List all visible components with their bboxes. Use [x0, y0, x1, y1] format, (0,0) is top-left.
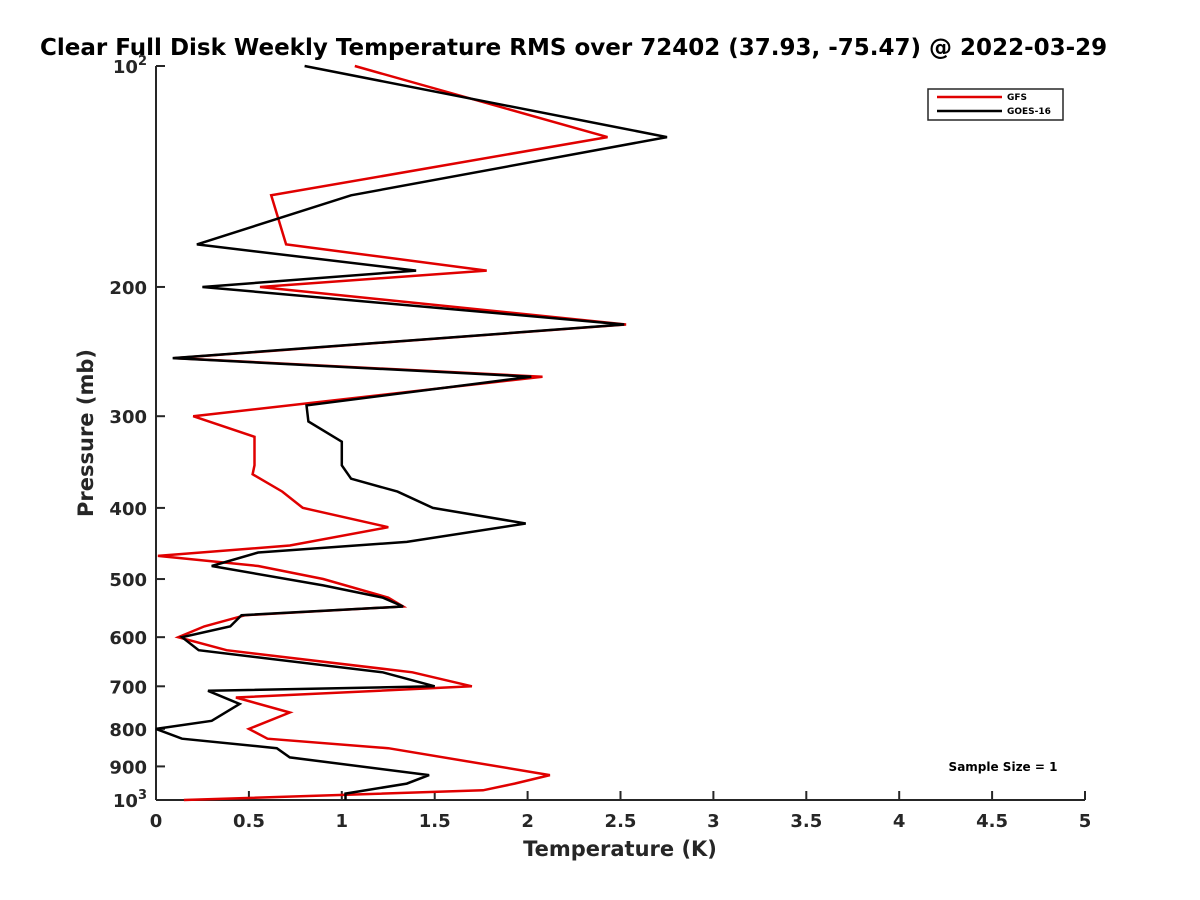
x-tick-label: 1 — [336, 811, 349, 832]
x-tick-label: 3.5 — [790, 811, 822, 832]
y-tick-label: 500 — [109, 570, 147, 591]
axis-ticks: 0 0.5 1 1.5 2 2.5 3 3.5 4 4.5 5 102 200 300 400 500 600 7… — [109, 54, 1091, 832]
x-axis-label: Temperature (K) — [523, 837, 717, 861]
x-tick-label: 2 — [521, 811, 534, 832]
y-tick-label: 200 — [109, 278, 147, 299]
y-axis-label: Pressure (mb) — [74, 349, 98, 517]
y-tick-label: 600 — [109, 628, 147, 649]
y-tick-label: 800 — [109, 720, 147, 741]
chart-title: Clear Full Disk Weekly Temperature RMS o… — [40, 35, 1107, 61]
x-tick-label: 1.5 — [419, 811, 451, 832]
series-lines — [155, 64, 668, 802]
legend-label-goes-16: GOES-16 — [1007, 107, 1051, 117]
legend-label-gfs: GFS — [1007, 93, 1027, 103]
x-tick-label: 5 — [1079, 811, 1092, 832]
series-line-goes-16 — [155, 64, 668, 800]
x-tick-label: 0.5 — [233, 811, 265, 832]
x-tick-label: 0 — [150, 811, 163, 832]
y-tick-label: 300 — [109, 407, 147, 428]
y-tick-label: 900 — [109, 757, 147, 778]
x-tick-label: 4.5 — [976, 811, 1008, 832]
x-tick-label: 2.5 — [605, 811, 637, 832]
y-tick-label: 102 — [113, 54, 147, 78]
x-tick-label: 4 — [893, 811, 906, 832]
y-tick-label: 400 — [109, 499, 147, 520]
y-tick-label: 103 — [113, 788, 147, 812]
legend: GFS GOES-16 — [927, 88, 1064, 121]
y-tick-label: 700 — [109, 677, 147, 698]
series-line-gfs — [157, 64, 627, 802]
legend-box — [927, 88, 1064, 121]
x-tick-label: 3 — [707, 811, 720, 832]
sample-size-annotation: Sample Size = 1 — [949, 760, 1058, 774]
